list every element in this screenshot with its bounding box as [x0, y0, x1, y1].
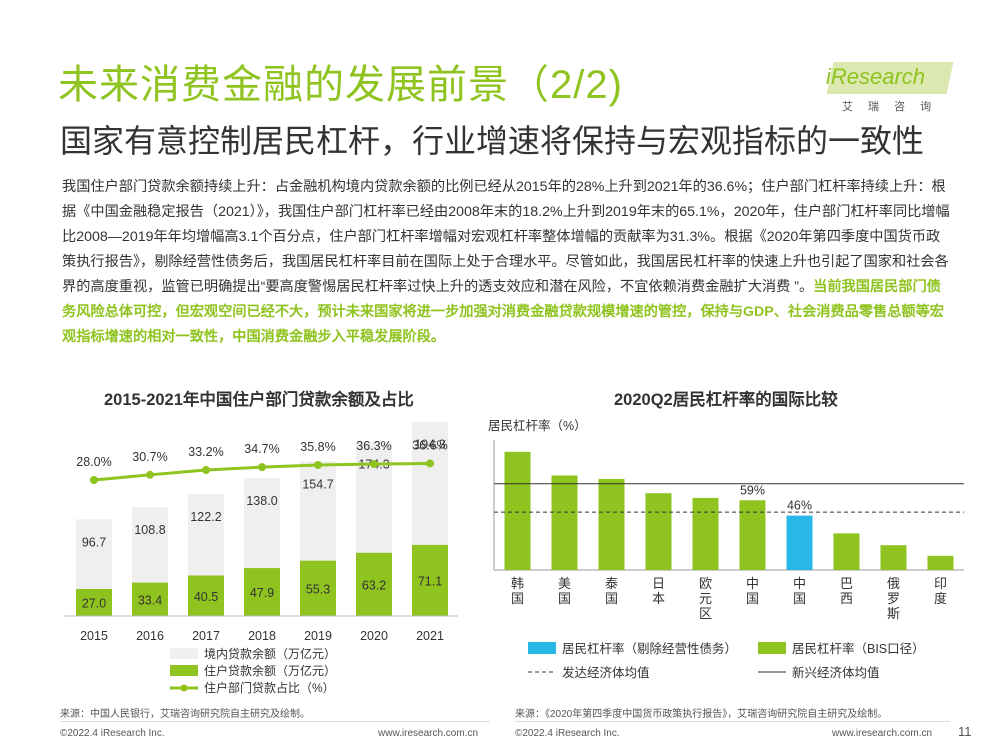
footer-divider-left [60, 721, 490, 722]
legend-label-developed: 发达经济体均值 [562, 665, 650, 680]
footer-copyright-right: ©2022.4 iResearch Inc. [515, 728, 620, 739]
ratio-point [146, 470, 154, 479]
legend-swatch-bis [758, 642, 786, 654]
x-tick-label: 2017 [192, 629, 220, 643]
x-tick-label: 日本 [652, 576, 665, 606]
x-tick-label: 2021 [416, 629, 444, 643]
ratio-label: 36.3% [356, 439, 391, 453]
logo-chinese: 艾 瑞 咨 询 [842, 101, 938, 113]
household-loans-bar [356, 552, 392, 616]
ratio-label: 35.8% [300, 440, 335, 454]
chart1-title: 2015-2021年中国住户部门贷款余额及占比 [104, 391, 414, 409]
body-text-normal: 我国住户部门贷款余额持续上升：占金融机构境内贷款余额的比例已经从2015年的28… [62, 179, 950, 295]
leverage-bar [598, 479, 625, 570]
x-tick-label: 2020 [360, 629, 388, 643]
total-loans-label: 154.7 [302, 477, 333, 491]
ratio-label: 34.7% [244, 442, 279, 456]
household-loans-bar [188, 575, 224, 616]
leverage-bar [927, 555, 954, 570]
x-tick-label: 2015 [80, 629, 108, 643]
x-tick-label: 印度 [934, 576, 947, 606]
page-title: 未来消费金融的发展前景（2/2) [58, 63, 623, 107]
household-loans-label: 33.4 [138, 593, 162, 607]
ratio-label: 33.2% [188, 445, 223, 459]
ratio-point [258, 463, 266, 472]
legend-swatch-excluding-business-debt [528, 642, 556, 654]
household-loans-bar [132, 582, 168, 616]
household-loans-label: 63.2 [362, 578, 386, 592]
ratio-point [314, 461, 322, 469]
chart1-household-loans: 27.0 96.7 2015 33.4 108.8 2016 40.5 122.2 2017 47… [64, 421, 458, 695]
ratio-label: 28.0% [76, 455, 111, 469]
x-tick-label: 2019 [304, 629, 332, 643]
bar-value-label: 59% [740, 483, 765, 497]
total-loans-label: 138.0 [246, 494, 277, 508]
household-loans-label: 40.5 [194, 590, 218, 604]
chart2-title: 2020Q2居民杠杆率的国际比较 [614, 391, 838, 409]
legend-label-ratio: 住户部门贷款占比（%） [204, 680, 335, 695]
x-tick-label: 韩国 [511, 576, 524, 606]
legend-label-household: 住户贷款余额（万亿元） [204, 663, 336, 678]
x-tick-label: 中国 [793, 576, 806, 606]
household-loans-label: 27.0 [82, 597, 106, 611]
iresearch-logo: iResearch 艾 瑞 咨 询 [820, 58, 980, 118]
ratio-point [370, 460, 378, 469]
page-subtitle: 国家有意控制居民杠杆，行业增速将保持与宏观指标的一致性 [60, 123, 925, 159]
ratio-point [426, 459, 434, 468]
x-tick-label: 巴西 [840, 576, 853, 606]
chart2-leverage-comparison: 居民杠杆率（%） 韩国 美国 泰国 日本 欧元区 59% 中国 46% 中国 巴西 俄罗斯 印度居民杠杆… [488, 418, 964, 680]
total-loans-label: 108.8 [134, 523, 165, 537]
leverage-bar [551, 475, 578, 570]
x-tick-label: 2018 [248, 629, 276, 643]
leverage-bar [692, 497, 719, 570]
leverage-bar [645, 493, 672, 570]
household-loans-label: 71.1 [418, 574, 442, 588]
ratio-label: 36.6% [412, 438, 447, 452]
household-loans-bar [300, 560, 336, 616]
ratio-point [90, 476, 98, 484]
household-loans-label: 55.3 [306, 582, 330, 596]
body-paragraph: 我国住户部门贷款余额持续上升：占金融机构境内贷款余额的比例已经从2015年的28… [62, 175, 952, 350]
x-tick-label: 泰国 [605, 576, 618, 606]
chart2-source: 来源：《2020年第四季度中国货币政策执行报告》，艾瑞咨询研究院自主研究及绘制。 [515, 709, 888, 720]
x-tick-label: 美国 [558, 576, 571, 606]
footer-url-right: www.iresearch.com.cn [832, 728, 933, 739]
x-tick-label: 中国 [746, 576, 759, 606]
household-loans-bar [244, 568, 280, 616]
legend-label-excluding-business-debt: 居民杠杆率（剔除经营性债务） [562, 641, 737, 656]
household-loans-label: 47.9 [250, 586, 274, 600]
footer-divider-right [515, 721, 950, 722]
footer-url-left: www.iresearch.com.cn [378, 728, 479, 739]
legend-marker-ratio [180, 684, 188, 692]
x-tick-label: 2016 [136, 629, 164, 643]
legend-label-bis: 居民杠杆率（BIS口径） [792, 641, 925, 656]
ratio-point [202, 466, 210, 474]
leverage-bar [739, 500, 766, 570]
total-loans-label: 194.3 [414, 438, 445, 452]
legend-swatch-total [170, 648, 198, 659]
leverage-bar [504, 451, 531, 570]
household-loans-bar [412, 544, 448, 616]
legend-label-total: 境内贷款余额（万亿元） [204, 646, 336, 661]
page-number: 11 [958, 724, 972, 739]
legend-label-emerging: 新兴经济体均值 [792, 665, 880, 680]
y-axis-label: 居民杠杆率（%） [488, 418, 587, 433]
household-loans-bar [76, 589, 112, 616]
chart1-source: 来源：中国人民银行，艾瑞咨询研究院自主研究及绘制。 [60, 709, 310, 720]
total-loans-label: 122.2 [190, 510, 221, 524]
leverage-bar [786, 515, 813, 570]
x-tick-label: 俄罗斯 [887, 576, 900, 621]
ratio-label: 30.7% [132, 450, 167, 464]
total-loans-label: 96.7 [82, 535, 106, 549]
bar-value-label: 46% [787, 499, 812, 513]
legend-swatch-household [170, 665, 198, 676]
body-text-highlight: 当前我国居民部门债务风险总体可控，但宏观空间已经不大，预计未来国家将进一步加强对… [62, 279, 944, 345]
footer-copyright-left: ©2022.4 iResearch Inc. [60, 728, 165, 739]
logo-text: iResearch [826, 64, 926, 89]
leverage-bar [880, 545, 907, 570]
x-tick-label: 欧元区 [699, 576, 712, 621]
leverage-bar [833, 533, 860, 570]
